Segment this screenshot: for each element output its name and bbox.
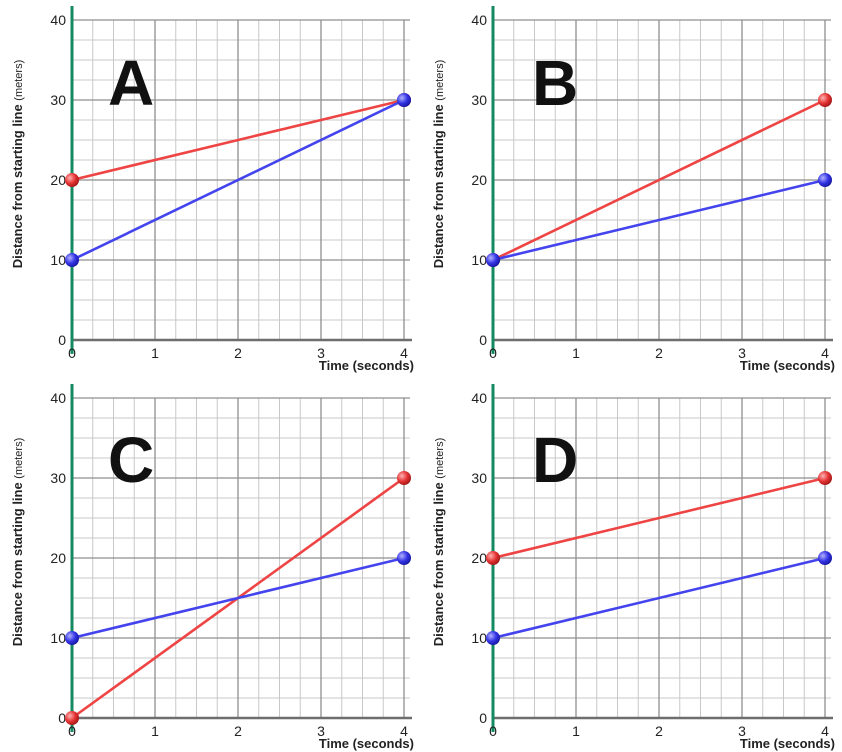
x-tick-label: 3 — [738, 345, 746, 361]
x-tick-label: 4 — [400, 723, 408, 739]
y-tick-label: 0 — [58, 332, 66, 348]
data-point-blue — [818, 173, 832, 187]
y-tick-label: 30 — [471, 92, 487, 108]
data-point-red — [818, 471, 832, 485]
panel-label: D — [532, 424, 578, 496]
series-line-blue — [71, 556, 405, 640]
y-axis-label: Distance from starting line (meters) — [431, 438, 446, 647]
data-point-red — [397, 471, 411, 485]
x-tick-label: 3 — [317, 345, 325, 361]
x-tick-label: 1 — [151, 723, 159, 739]
data-point-blue — [818, 551, 832, 565]
x-tick-label: 0 — [489, 723, 497, 739]
x-axis-label: Time (seconds) — [319, 736, 414, 751]
data-point-blue — [486, 631, 500, 645]
x-tick-label: 4 — [821, 345, 829, 361]
y-tick-label: 30 — [50, 92, 66, 108]
data-point-red — [486, 551, 500, 565]
x-tick-label: 2 — [234, 345, 242, 361]
x-tick-label: 1 — [151, 345, 159, 361]
x-tick-label: 2 — [655, 723, 663, 739]
y-tick-label: 30 — [471, 470, 487, 486]
y-tick-label: 40 — [471, 390, 487, 406]
data-point-blue — [486, 253, 500, 267]
y-tick-label: 10 — [471, 630, 487, 646]
data-point-red — [818, 93, 832, 107]
series-line-red — [492, 476, 826, 560]
y-tick-label: 30 — [50, 470, 66, 486]
y-tick-label: 40 — [50, 390, 66, 406]
data-point-blue — [397, 551, 411, 565]
x-tick-label: 1 — [572, 723, 580, 739]
x-tick-label: 0 — [68, 723, 76, 739]
x-tick-label: 2 — [234, 723, 242, 739]
y-tick-label: 40 — [50, 12, 66, 28]
y-tick-label: 10 — [471, 252, 487, 268]
x-axis-label: Time (seconds) — [740, 358, 835, 373]
y-axis-label: Distance from starting line (meters) — [10, 60, 25, 269]
series-line-red — [71, 98, 405, 182]
x-tick-label: 2 — [655, 345, 663, 361]
series-line-blue — [492, 556, 826, 640]
series-line-red — [492, 98, 826, 262]
y-tick-label: 40 — [471, 12, 487, 28]
y-axis-label: Distance from starting line (meters) — [10, 438, 25, 647]
panel-label: C — [108, 424, 154, 496]
x-tick-label: 3 — [738, 723, 746, 739]
y-tick-label: 0 — [479, 710, 487, 726]
panel-label: B — [532, 47, 578, 119]
data-point-blue — [65, 631, 79, 645]
x-tick-label: 0 — [68, 345, 76, 361]
y-tick-label: 10 — [50, 630, 66, 646]
y-tick-label: 20 — [50, 172, 66, 188]
major-grid — [492, 397, 831, 719]
x-axis-label: Time (seconds) — [319, 358, 414, 373]
y-tick-label: 0 — [58, 710, 66, 726]
data-point-red — [65, 711, 79, 725]
y-tick-label: 20 — [471, 172, 487, 188]
x-tick-label: 4 — [821, 723, 829, 739]
y-tick-label: 20 — [50, 550, 66, 566]
series-line-blue — [71, 98, 405, 262]
data-point-blue — [397, 93, 411, 107]
x-tick-label: 0 — [489, 345, 497, 361]
data-point-red — [65, 173, 79, 187]
y-tick-label: 10 — [50, 252, 66, 268]
x-tick-label: 3 — [317, 723, 325, 739]
y-axis-label: Distance from starting line (meters) — [431, 60, 446, 269]
data-point-blue — [65, 253, 79, 267]
x-axis-label: Time (seconds) — [740, 736, 835, 751]
y-tick-label: 0 — [479, 332, 487, 348]
y-tick-label: 20 — [471, 550, 487, 566]
x-tick-label: 4 — [400, 345, 408, 361]
panel-label: A — [108, 47, 154, 119]
x-tick-label: 1 — [572, 345, 580, 361]
series-line-blue — [492, 178, 826, 262]
